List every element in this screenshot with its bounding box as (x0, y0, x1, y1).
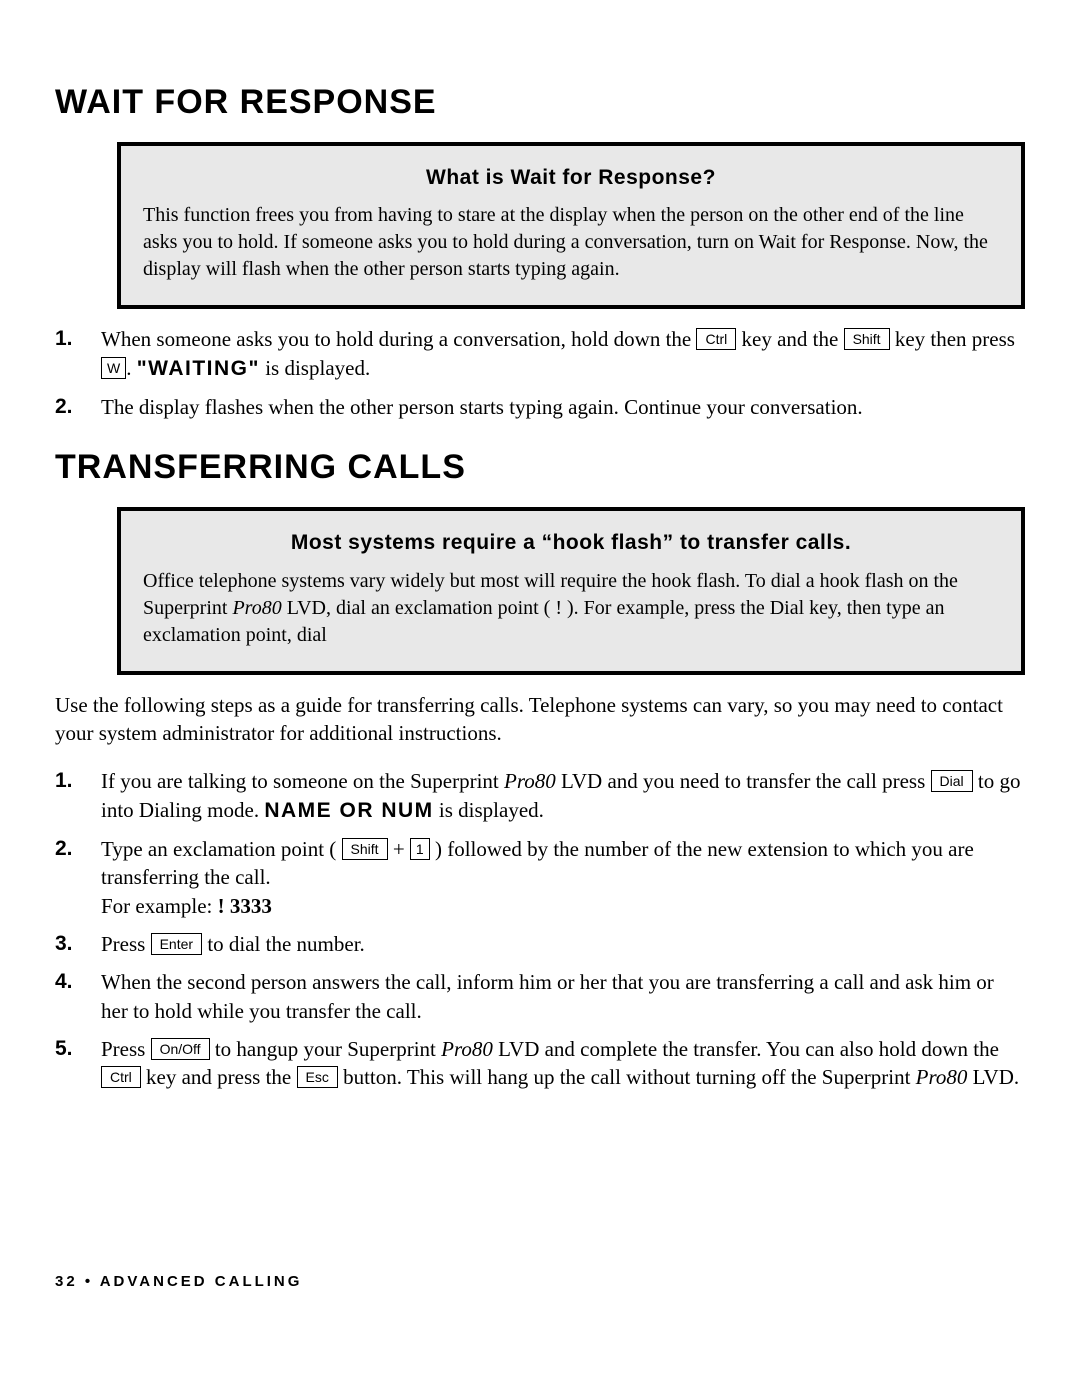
section-heading-transfer: TRANSFERRING CALLS (55, 445, 1025, 491)
text: key and press the (146, 1065, 296, 1089)
box-title: What is Wait for Response? (143, 164, 999, 192)
info-box-wait: What is Wait for Response? This function… (117, 142, 1025, 309)
step-item: 2. The display flashes when the other pe… (55, 393, 1025, 421)
key-ctrl: Ctrl (101, 1066, 141, 1088)
product-name: Pro80 (504, 769, 556, 793)
step-body: Press Enter to dial the number. (101, 930, 1025, 958)
step-body: When someone asks you to hold during a c… (101, 325, 1025, 383)
text: + (393, 837, 410, 861)
section-heading-wait: WAIT FOR RESPONSE (55, 80, 1025, 126)
info-box-transfer: Most systems require a “hook flash” to t… (117, 507, 1025, 674)
text: When someone asks you to hold during a c… (101, 327, 696, 351)
lcd-text: "WAITING" (137, 357, 260, 380)
step-number: 4. (55, 968, 83, 1025)
step-item: 3. Press Enter to dial the number. (55, 930, 1025, 958)
box-body: This function frees you from having to s… (143, 202, 999, 283)
text: LVD and complete the transfer. You can a… (493, 1037, 999, 1061)
step-body: Press On/Off to hangup your Superprint P… (101, 1035, 1025, 1092)
text: Press (101, 932, 151, 956)
text: to hangup your Superprint (215, 1037, 441, 1061)
key-w: W (101, 357, 126, 379)
steps-transfer: 1. If you are talking to someone on the … (55, 767, 1025, 1091)
text: LVD. (967, 1065, 1019, 1089)
text: key and the (742, 327, 844, 351)
text: For example: (101, 894, 218, 918)
text: If you are talking to someone on the Sup… (101, 769, 504, 793)
step-number: 1. (55, 325, 83, 383)
box-body: Office telephone systems vary widely but… (143, 568, 999, 649)
step-number: 3. (55, 930, 83, 958)
step-item: 1. If you are talking to someone on the … (55, 767, 1025, 825)
step-item: 1. When someone asks you to hold during … (55, 325, 1025, 383)
key-dial: Dial (931, 770, 973, 792)
text: button. This will hang up the call witho… (343, 1065, 916, 1089)
example-text: ! 3333 (218, 894, 272, 918)
step-body: When the second person answers the call,… (101, 968, 1025, 1025)
text: LVD and you need to transfer the call pr… (556, 769, 931, 793)
text: Type an exclamation point ( (101, 837, 342, 861)
key-esc: Esc (297, 1066, 338, 1088)
lcd-text: NAME OR NUM (264, 799, 433, 822)
product-name: Pro80 (916, 1065, 968, 1089)
page-footer: 32 • ADVANCED CALLING (55, 1272, 1025, 1292)
text: Press (101, 1037, 151, 1061)
step-number: 2. (55, 393, 83, 421)
step-body: If you are talking to someone on the Sup… (101, 767, 1025, 825)
footer-bullet: • (78, 1273, 100, 1290)
key-1: 1 (410, 838, 430, 860)
page-number: 32 (55, 1273, 78, 1290)
step-body: Type an exclamation point ( Shift + 1 ) … (101, 835, 1025, 920)
product-name: Pro80 (441, 1037, 493, 1061)
step-body: The display flashes when the other perso… (101, 393, 1025, 421)
intro-paragraph: Use the following steps as a guide for t… (55, 691, 1025, 748)
steps-wait: 1. When someone asks you to hold during … (55, 325, 1025, 421)
text: to dial the number. (207, 932, 364, 956)
step-number: 1. (55, 767, 83, 825)
text: . (126, 356, 137, 380)
key-enter: Enter (151, 933, 202, 955)
key-ctrl: Ctrl (696, 328, 736, 350)
step-number: 5. (55, 1035, 83, 1092)
key-shift: Shift (342, 838, 388, 860)
product-name: Pro80 (232, 597, 281, 619)
text: is displayed. (434, 798, 544, 822)
text: key then press (895, 327, 1015, 351)
step-item: 5. Press On/Off to hangup your Superprin… (55, 1035, 1025, 1092)
step-item: 4. When the second person answers the ca… (55, 968, 1025, 1025)
step-number: 2. (55, 835, 83, 920)
footer-title: ADVANCED CALLING (100, 1273, 303, 1290)
step-item: 2. Type an exclamation point ( Shift + 1… (55, 835, 1025, 920)
text: is displayed. (260, 356, 370, 380)
key-shift: Shift (844, 328, 890, 350)
box-title: Most systems require a “hook flash” to t… (143, 529, 999, 557)
key-onoff: On/Off (151, 1038, 210, 1060)
